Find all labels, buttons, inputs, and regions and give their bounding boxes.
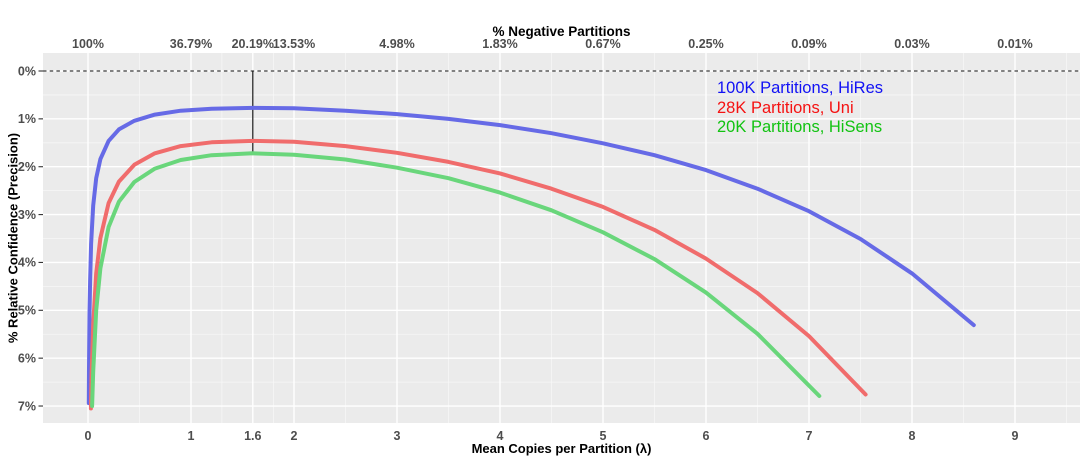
- series-curves: [86, 105, 976, 411]
- x-tick-label: 2: [291, 429, 298, 443]
- x-axis-title: Mean Copies per Partition (λ): [471, 441, 652, 456]
- x-tick-label: 6: [703, 429, 710, 443]
- y-tick-label: 2%: [18, 160, 36, 174]
- x-tick-label: 5: [600, 429, 607, 443]
- legend-item: 28K Partitions, Uni: [717, 98, 854, 117]
- series-curve: [90, 151, 822, 408]
- top-tick-label: 1.83%: [482, 37, 517, 51]
- y-tick-label: 7%: [18, 399, 36, 413]
- series-curve: [88, 138, 868, 411]
- y-tick-label: 4%: [18, 256, 36, 270]
- y-tick-label: 6%: [18, 351, 36, 365]
- top-tick-label: 0.03%: [894, 37, 929, 51]
- legend-item: 100K Partitions, HiRes: [717, 79, 883, 97]
- y-tick-label: 5%: [18, 304, 36, 318]
- x-tick-label: 8: [909, 429, 916, 443]
- axis-tick-labels: 0% 1% 2% 3% 4% 5% 6% 7% 0 1 1.6 2 3 4 5 6 7 8 9 100% 36.79% 2…: [18, 37, 1033, 443]
- top-tick-label: 0.25%: [688, 37, 723, 51]
- y-tick-label: 1%: [18, 112, 36, 126]
- top-tick-label: 100%: [72, 37, 104, 51]
- x-tick-label: 1.6: [244, 429, 261, 443]
- x-tick-label: 3: [394, 429, 401, 443]
- axis-tick-marks: [38, 70, 43, 407]
- top-tick-label: 4.98%: [379, 37, 414, 51]
- x-tick-label: 9: [1012, 429, 1019, 443]
- x-tick-label: 4: [497, 429, 504, 443]
- x-tick-label: 1: [188, 429, 195, 443]
- top-tick-label: 0.01%: [997, 37, 1032, 51]
- legend-item: 20K Partitions, HiSens: [717, 118, 883, 136]
- top-tick-label: 20.19%: [232, 37, 274, 51]
- top-tick-label: 0.67%: [585, 37, 620, 51]
- top-axis-title: % Negative Partitions: [492, 24, 631, 39]
- y-axis-title: % Relative Confidence (Precision): [5, 132, 21, 344]
- x-tick-label: 0: [85, 429, 92, 443]
- series-curve: [86, 105, 976, 406]
- panel-background: [43, 53, 1080, 423]
- top-tick-label: 36.79%: [170, 37, 212, 51]
- y-tick-label: 0%: [18, 64, 36, 78]
- top-tick-label: 13.53%: [273, 37, 315, 51]
- legend: 100K Partitions, HiRes 28K Partitions, U…: [717, 79, 883, 138]
- y-tick-label: 3%: [18, 208, 36, 222]
- x-tick-label: 7: [806, 429, 813, 443]
- top-tick-label: 0.09%: [791, 37, 826, 51]
